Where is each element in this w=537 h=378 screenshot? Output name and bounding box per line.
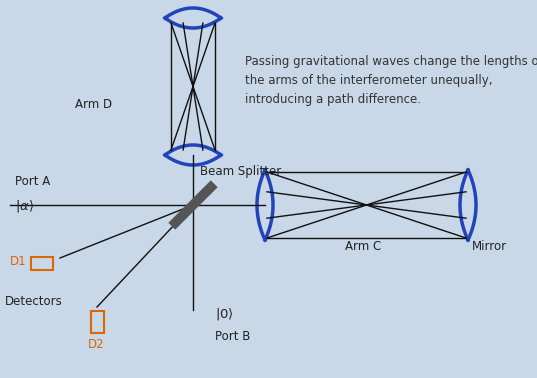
Bar — [31, 257, 53, 270]
Text: Passing gravitational waves change the lengths of
the arms of the interferometer: Passing gravitational waves change the l… — [245, 55, 537, 106]
Text: Port B: Port B — [215, 330, 250, 343]
Text: Detectors: Detectors — [5, 295, 63, 308]
Text: Beam Splitter: Beam Splitter — [200, 165, 281, 178]
Bar — [91, 311, 104, 333]
Text: Port A: Port A — [15, 175, 50, 188]
Text: Mirror: Mirror — [472, 240, 507, 253]
Text: $|0\rangle$: $|0\rangle$ — [215, 307, 234, 322]
Text: D2: D2 — [88, 338, 105, 351]
Text: Arm D: Arm D — [75, 98, 112, 111]
Text: D1: D1 — [10, 255, 27, 268]
Text: Arm C: Arm C — [345, 240, 381, 253]
Text: $|\alpha\rangle$: $|\alpha\rangle$ — [15, 198, 34, 214]
